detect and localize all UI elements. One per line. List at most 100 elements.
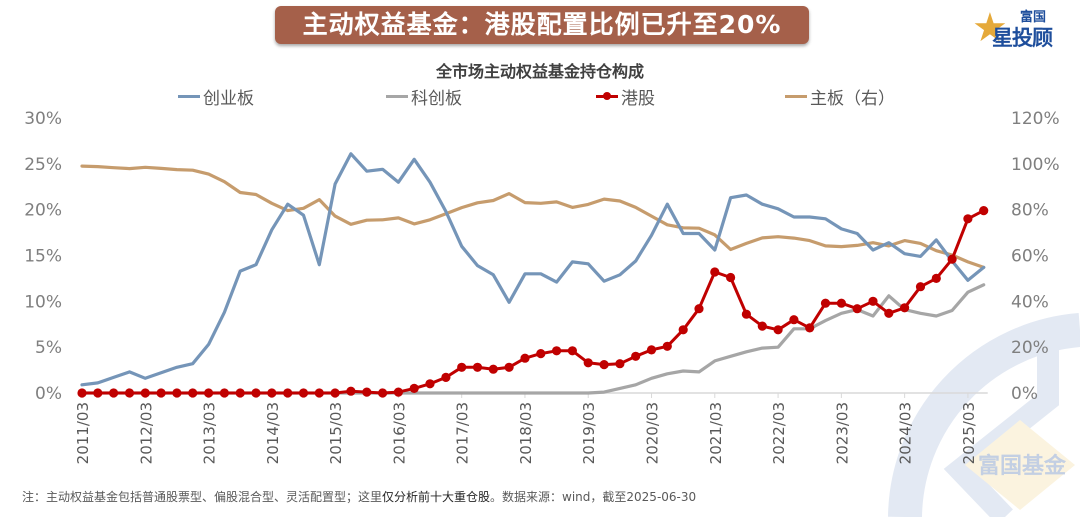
data-point	[457, 362, 467, 372]
y-left-tick-label: 30%	[24, 109, 62, 129]
data-point	[504, 362, 514, 372]
x-tick-label: 2017/03	[454, 402, 472, 464]
data-point	[425, 379, 435, 389]
y-left-tick-label: 5%	[35, 338, 62, 358]
y-right-tick-label: 20%	[1011, 338, 1049, 358]
legend-swatch-main-board	[785, 95, 807, 98]
x-tick-label: 2018/03	[517, 402, 535, 464]
legend-item-chinext: 创业板	[178, 84, 254, 109]
data-point	[947, 254, 957, 264]
legend-label-star-market: 科创板	[411, 89, 462, 109]
footnote: 注：主动权益基金包括普通股票型、偏股混合型、灵活配置型；这里仅分析前十大重仓股。…	[22, 488, 696, 505]
data-point	[472, 362, 483, 372]
data-point	[757, 321, 767, 331]
data-point	[583, 358, 593, 368]
x-tick-label: 2024/03	[897, 402, 915, 464]
x-tick-label: 2021/03	[707, 402, 725, 464]
x-tick-label: 2016/03	[390, 402, 408, 464]
x-tick-label: 2020/03	[644, 402, 662, 464]
data-point	[251, 388, 261, 398]
y-left-tick-label: 20%	[24, 201, 62, 221]
data-point	[172, 388, 182, 398]
y-left-tick-label: 25%	[24, 155, 62, 175]
data-point	[378, 388, 388, 398]
data-point	[520, 353, 530, 363]
chart-banner-title: 主动权益基金：港股配置比例已升至20%	[275, 6, 809, 44]
legend-swatch-star-market	[386, 95, 408, 98]
x-tick-label: 2011/03	[74, 402, 92, 464]
series-line	[80, 283, 986, 395]
data-point	[599, 360, 609, 370]
y-right-tick-label: 60%	[1011, 247, 1049, 267]
data-point	[615, 359, 625, 369]
data-point	[409, 383, 419, 393]
star-icon: ★	[972, 5, 1008, 51]
data-point	[441, 372, 451, 382]
data-point	[156, 388, 166, 398]
y-right-tick-label: 100%	[1011, 155, 1060, 175]
legend-swatch-hk-stocks	[596, 92, 618, 100]
x-tick-label: 2023/03	[833, 402, 851, 464]
series-2	[77, 206, 989, 398]
series-3	[80, 164, 986, 269]
footnote-emphasis: 仅分析前十大重仓股	[382, 490, 491, 504]
data-point	[330, 388, 340, 398]
data-point	[900, 303, 910, 313]
watermark-text: 富国基金	[978, 453, 1067, 479]
data-point	[678, 325, 688, 335]
legend-item-star-market: 科创板	[386, 84, 462, 109]
x-tick-label: 2022/03	[770, 402, 788, 464]
data-point	[646, 345, 657, 355]
data-point	[488, 364, 498, 374]
data-point	[140, 388, 150, 398]
footnote-suffix: 。数据来源：wind，截至2025-06-30	[490, 490, 697, 504]
data-point	[931, 273, 941, 283]
y-right-tick-label: 0%	[1011, 384, 1038, 404]
logo-brand-bottom: 星投顾	[992, 26, 1053, 50]
data-point	[852, 304, 862, 314]
brand-logo: ★ 富国 星投顾	[970, 4, 1076, 54]
data-point	[536, 349, 546, 359]
watermark-logo: 富国基金	[888, 313, 1080, 517]
data-point	[805, 323, 815, 333]
data-point	[552, 346, 562, 356]
series-1	[80, 283, 986, 395]
data-point	[314, 388, 324, 398]
legend-label-hk-stocks: 港股	[621, 89, 655, 109]
legend-item-hk-stocks: 港股	[596, 84, 655, 109]
x-tick-label: 2014/03	[264, 402, 282, 464]
data-point	[567, 346, 578, 356]
data-point	[362, 387, 372, 397]
legend-label-chinext: 创业板	[203, 89, 254, 109]
y-left-tick-label: 0%	[35, 384, 62, 404]
chart-legend: 创业板 科创板 港股 主板（右）	[0, 84, 1080, 109]
data-point	[726, 272, 736, 283]
data-point	[298, 388, 309, 398]
legend-swatch-chinext	[178, 95, 200, 98]
y-left-tick-label: 15%	[24, 247, 62, 267]
data-point	[77, 388, 87, 398]
data-point	[820, 298, 831, 308]
data-point	[283, 388, 293, 398]
data-point	[124, 388, 135, 398]
data-point	[219, 388, 229, 398]
data-point	[267, 388, 277, 398]
series-line	[80, 152, 986, 387]
y-right-tick-label: 40%	[1011, 292, 1049, 312]
x-tick-label: 2019/03	[580, 402, 598, 464]
data-point	[741, 309, 752, 319]
data-point	[963, 214, 973, 224]
legend-label-main-board: 主板（右）	[810, 89, 895, 109]
data-point	[662, 341, 672, 351]
data-point	[235, 388, 245, 398]
data-point	[868, 296, 878, 306]
y-right-tick-label: 80%	[1011, 201, 1049, 221]
data-point	[393, 387, 403, 397]
data-point	[93, 388, 103, 398]
x-tick-label: 2025/03	[960, 402, 978, 464]
data-point	[836, 298, 847, 308]
footnote-prefix: 注：主动权益基金包括普通股票型、偏股混合型、灵活配置型；这里	[22, 490, 383, 504]
data-point	[188, 388, 198, 398]
data-point	[915, 282, 926, 292]
